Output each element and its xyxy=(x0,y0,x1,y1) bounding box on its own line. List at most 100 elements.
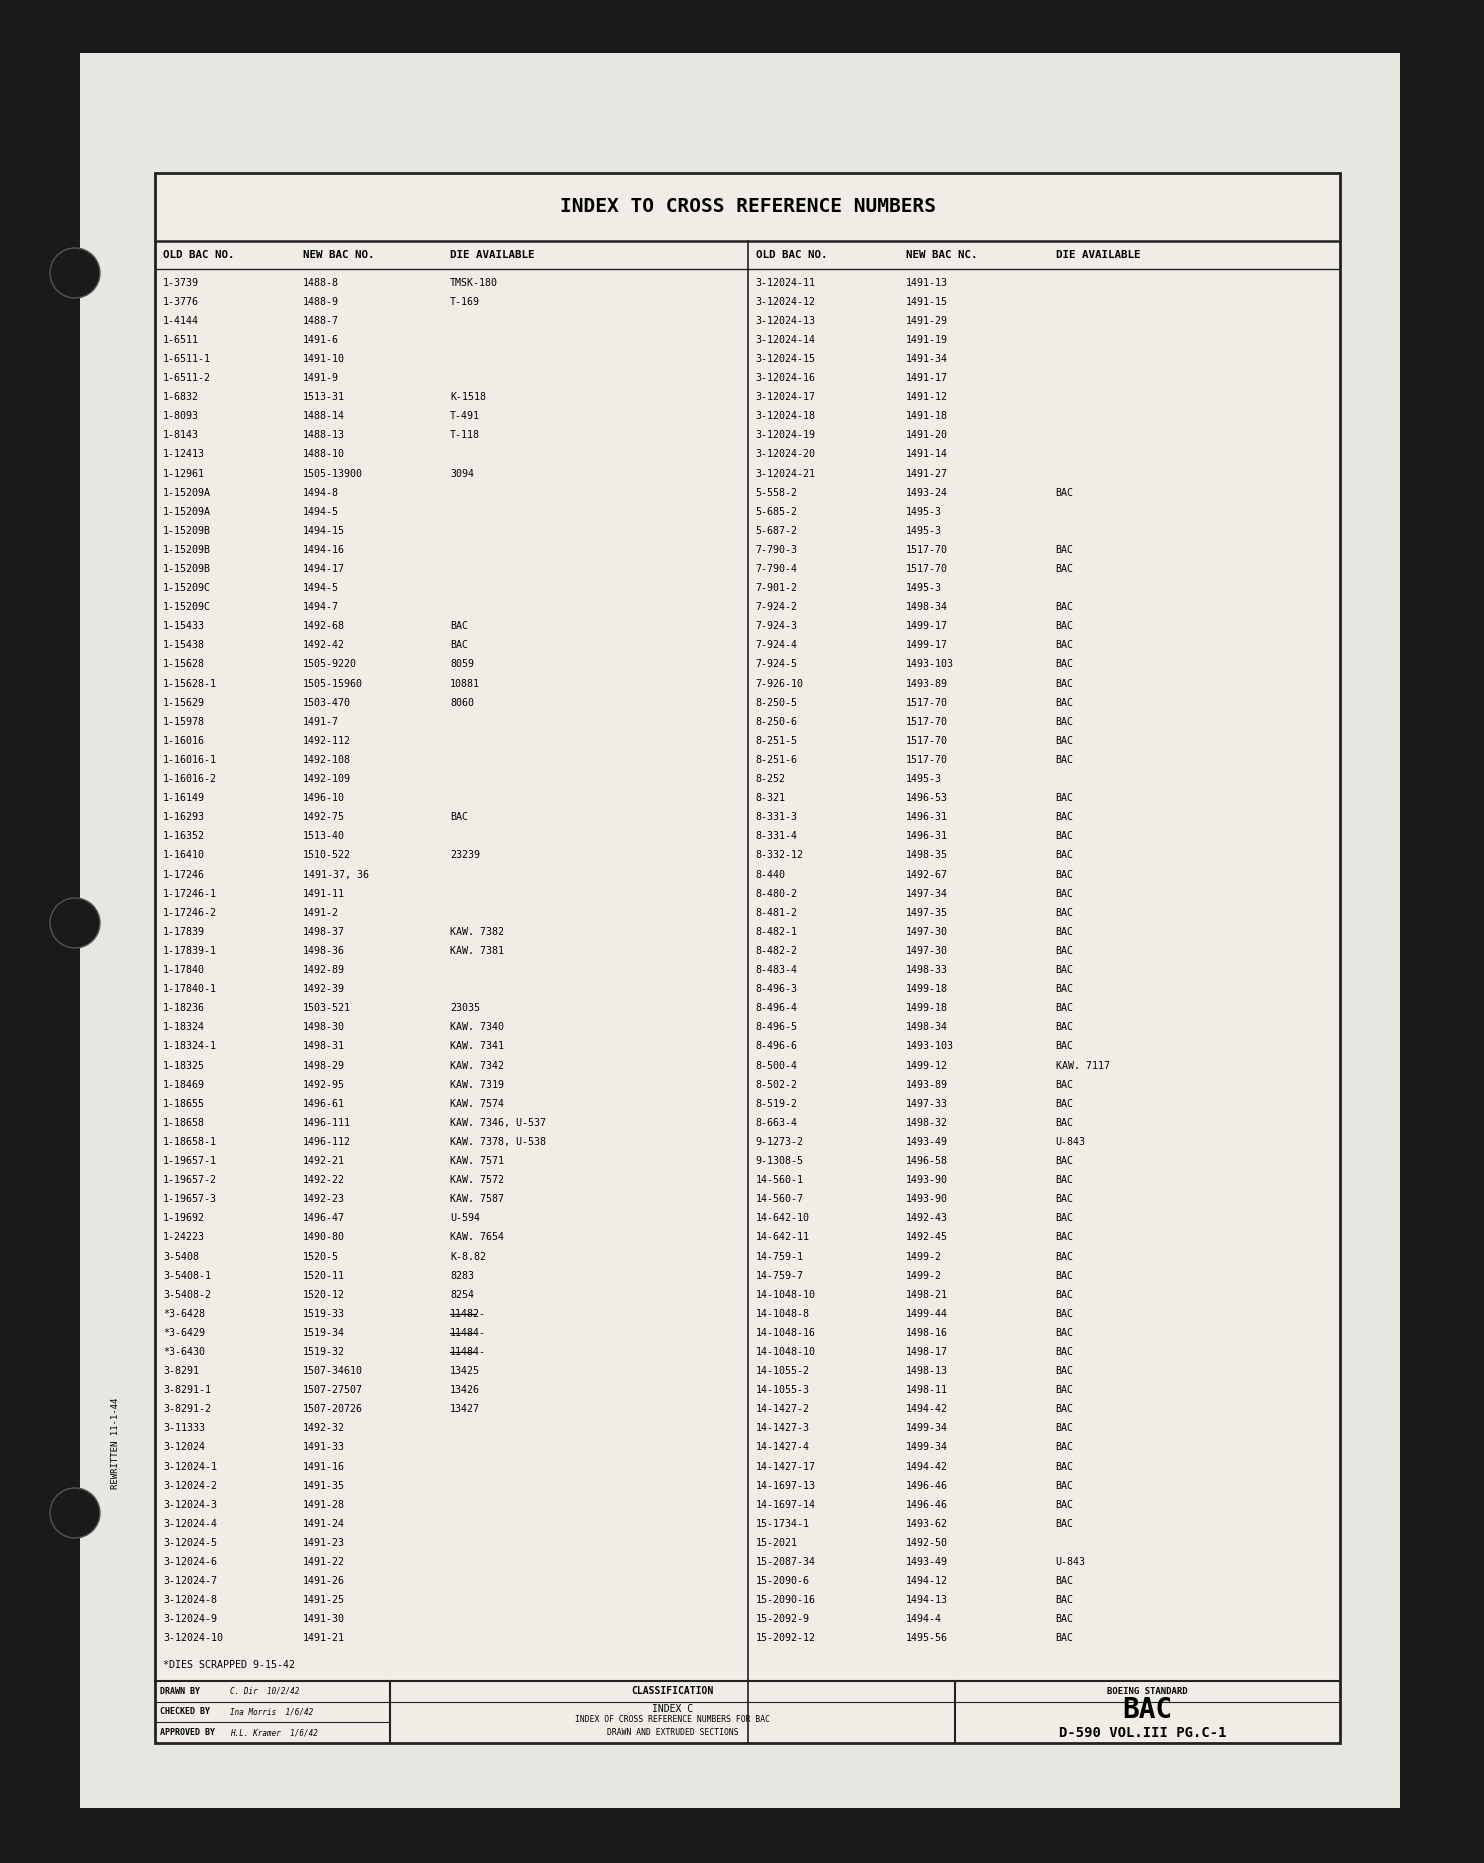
Text: BAC: BAC xyxy=(1055,1194,1073,1203)
Text: DRAWN BY: DRAWN BY xyxy=(160,1686,200,1695)
Text: 1-16016: 1-16016 xyxy=(163,736,205,745)
Text: 1-17839-1: 1-17839-1 xyxy=(163,946,217,956)
Text: 3-12024-16: 3-12024-16 xyxy=(755,373,816,384)
Text: BAC: BAC xyxy=(1055,717,1073,727)
Text: 1493-90: 1493-90 xyxy=(905,1176,947,1185)
Text: 1491-17: 1491-17 xyxy=(905,373,947,384)
Text: 7-924-2: 7-924-2 xyxy=(755,602,797,613)
Text: 1499-17: 1499-17 xyxy=(905,641,947,650)
Text: 1519-34: 1519-34 xyxy=(303,1328,344,1338)
Text: BAC: BAC xyxy=(1055,851,1073,861)
Text: 14-759-7: 14-759-7 xyxy=(755,1271,803,1280)
Text: 1496-61: 1496-61 xyxy=(303,1099,344,1108)
Text: 3-12024-3: 3-12024-3 xyxy=(163,1500,217,1509)
Text: 1493-89: 1493-89 xyxy=(905,1081,947,1090)
Text: 1492-21: 1492-21 xyxy=(303,1157,344,1166)
Text: U-594: U-594 xyxy=(450,1213,479,1224)
Text: 1491-35: 1491-35 xyxy=(303,1481,344,1490)
Text: 1-18469: 1-18469 xyxy=(163,1081,205,1090)
Text: BAC: BAC xyxy=(1055,1271,1073,1280)
Text: 11482-: 11482- xyxy=(450,1310,485,1319)
Text: 1496-111: 1496-111 xyxy=(303,1118,352,1127)
Text: 8-483-4: 8-483-4 xyxy=(755,965,797,974)
Text: Ina Morris  1/6/42: Ina Morris 1/6/42 xyxy=(230,1708,313,1716)
Text: *3-6429: *3-6429 xyxy=(163,1328,205,1338)
Text: 1492-89: 1492-89 xyxy=(303,965,344,974)
Text: KAW. 7378, U-538: KAW. 7378, U-538 xyxy=(450,1136,546,1148)
Text: 1491-27: 1491-27 xyxy=(905,468,947,479)
Text: 3-5408: 3-5408 xyxy=(163,1252,199,1261)
Text: 1499-34: 1499-34 xyxy=(905,1442,947,1453)
Text: 1498-11: 1498-11 xyxy=(905,1386,947,1395)
Text: 1498-33: 1498-33 xyxy=(905,965,947,974)
Text: BAC: BAC xyxy=(1055,1405,1073,1414)
Text: C. Dir  10/2/42: C. Dir 10/2/42 xyxy=(230,1686,300,1695)
Text: 1491-34: 1491-34 xyxy=(905,354,947,363)
Text: 1491-7: 1491-7 xyxy=(303,717,338,727)
Text: BAC: BAC xyxy=(1055,1518,1073,1530)
Text: 15-1734-1: 15-1734-1 xyxy=(755,1518,809,1530)
Text: 1-17246-2: 1-17246-2 xyxy=(163,907,217,918)
Text: 1492-32: 1492-32 xyxy=(303,1423,344,1433)
Text: KAW. 7340: KAW. 7340 xyxy=(450,1023,505,1032)
Text: 15-2090-16: 15-2090-16 xyxy=(755,1595,816,1606)
Text: T-118: T-118 xyxy=(450,430,479,440)
Text: 1491-37, 36: 1491-37, 36 xyxy=(303,870,370,879)
Text: 14-1427-3: 14-1427-3 xyxy=(755,1423,809,1433)
Text: 1492-23: 1492-23 xyxy=(303,1194,344,1203)
Text: 1-6511: 1-6511 xyxy=(163,335,199,345)
Text: 14-1048-8: 14-1048-8 xyxy=(755,1310,809,1319)
Text: KAW. 7342: KAW. 7342 xyxy=(450,1060,505,1071)
Text: 1497-35: 1497-35 xyxy=(905,907,947,918)
Text: BAC: BAC xyxy=(1055,1289,1073,1300)
Text: 1-15209B: 1-15209B xyxy=(163,564,211,574)
Text: 1491-20: 1491-20 xyxy=(905,430,947,440)
Text: 1494-16: 1494-16 xyxy=(303,544,344,555)
Text: 1499-12: 1499-12 xyxy=(905,1060,947,1071)
Text: BAC: BAC xyxy=(1055,1176,1073,1185)
Text: 1492-39: 1492-39 xyxy=(303,984,344,995)
Text: 1505-15960: 1505-15960 xyxy=(303,678,364,689)
Text: BAC: BAC xyxy=(1055,1634,1073,1643)
Text: 3-12024-8: 3-12024-8 xyxy=(163,1595,217,1606)
Text: 1494-12: 1494-12 xyxy=(905,1576,947,1585)
Text: 23035: 23035 xyxy=(450,1004,479,1013)
Text: 1498-30: 1498-30 xyxy=(303,1023,344,1032)
Text: 8-481-2: 8-481-2 xyxy=(755,907,797,918)
Text: BAC: BAC xyxy=(1055,544,1073,555)
Text: BAC: BAC xyxy=(1055,1004,1073,1013)
Text: 11484-: 11484- xyxy=(450,1328,485,1338)
Text: 14-1697-13: 14-1697-13 xyxy=(755,1481,816,1490)
Text: 1491-13: 1491-13 xyxy=(905,278,947,287)
Text: T-491: T-491 xyxy=(450,412,479,421)
Text: 1-15209B: 1-15209B xyxy=(163,525,211,537)
Text: 8-496-6: 8-496-6 xyxy=(755,1041,797,1051)
Text: 3-12024-7: 3-12024-7 xyxy=(163,1576,217,1585)
Text: BAC: BAC xyxy=(450,812,467,822)
Text: 1-19657-2: 1-19657-2 xyxy=(163,1176,217,1185)
Text: 1492-43: 1492-43 xyxy=(905,1213,947,1224)
Text: 9-1308-5: 9-1308-5 xyxy=(755,1157,803,1166)
Text: *DIES SCRAPPED 9-15-42: *DIES SCRAPPED 9-15-42 xyxy=(163,1660,295,1669)
Text: BAC: BAC xyxy=(450,620,467,632)
Text: 1497-34: 1497-34 xyxy=(905,889,947,898)
Text: 1495-56: 1495-56 xyxy=(905,1634,947,1643)
Text: KAW. 7346, U-537: KAW. 7346, U-537 xyxy=(450,1118,546,1127)
Text: 1492-108: 1492-108 xyxy=(303,755,352,766)
Text: 7-924-4: 7-924-4 xyxy=(755,641,797,650)
Text: 14-1048-10: 14-1048-10 xyxy=(755,1347,816,1356)
Text: 14-1427-17: 14-1427-17 xyxy=(755,1462,816,1472)
Text: 1-15433: 1-15433 xyxy=(163,620,205,632)
Text: 1498-29: 1498-29 xyxy=(303,1060,344,1071)
Text: 1492-45: 1492-45 xyxy=(905,1233,947,1243)
Text: TMSK-180: TMSK-180 xyxy=(450,278,499,287)
Text: 3-5408-1: 3-5408-1 xyxy=(163,1271,211,1280)
Text: 1-24223: 1-24223 xyxy=(163,1233,205,1243)
Text: 7-790-4: 7-790-4 xyxy=(755,564,797,574)
Text: 1488-10: 1488-10 xyxy=(303,449,344,460)
Text: 1488-14: 1488-14 xyxy=(303,412,344,421)
Text: 1492-68: 1492-68 xyxy=(303,620,344,632)
Text: BAC: BAC xyxy=(1055,1347,1073,1356)
Text: KAW. 7574: KAW. 7574 xyxy=(450,1099,505,1108)
Text: 1491-16: 1491-16 xyxy=(303,1462,344,1472)
